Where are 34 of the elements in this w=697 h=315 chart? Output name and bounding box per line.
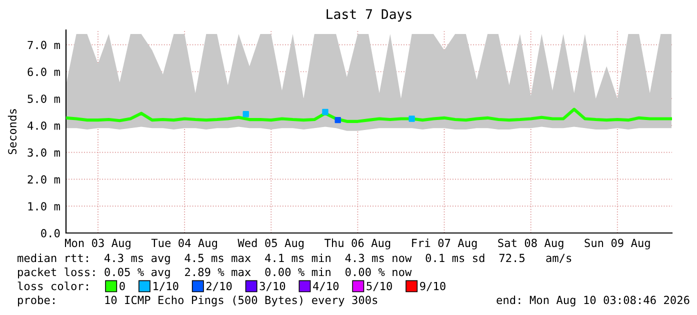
legend-label: 5/10 [366, 282, 392, 292]
legend-title: loss color: [18, 282, 88, 290]
line-series [66, 108, 672, 123]
legend-label: 2/10 [206, 282, 232, 292]
point [242, 111, 249, 118]
y-tick-label: 1.0 m [28, 202, 60, 211]
x-tick-label: Thu 06 Aug [324, 238, 390, 250]
y-tick-label: 6.0 m [28, 68, 60, 76]
legend-label: 0 [120, 282, 125, 290]
legend-label: 3/10 [260, 282, 286, 292]
x-tick-label: Tue 04 Aug [151, 238, 217, 250]
point [408, 116, 415, 122]
text: end: Mon Aug 10 03:08:46 2026 [496, 296, 690, 306]
x-tick-label: Wed 05 Aug [238, 238, 304, 250]
y-axis-title: Seconds [8, 109, 17, 154]
y-tick-label: 3.0 m [28, 148, 60, 157]
y-tick-label: 7.0 m [28, 40, 60, 50]
point [322, 108, 328, 116]
x-tick-label: Sat 08 Aug [498, 238, 564, 250]
y-tick-label: 2.0 m [28, 175, 60, 184]
y-tick-label: 5.0 m [28, 94, 60, 103]
x-tick-label: Mon 03 Aug [65, 238, 130, 250]
point [334, 116, 341, 124]
x-tick-label: Sun 09 Aug [584, 238, 650, 250]
y-tick-label: 0.0 [41, 229, 60, 238]
y-tick-label: 4.0 m [28, 121, 60, 130]
text: median rtt: 4.3 ms avg 4.5 ms max 4.1 ms min 4.3 ms now 0.1 ms sd 72.5 am/s [18, 254, 572, 264]
legend-label: 1/10 [154, 282, 178, 292]
text: probe: 10 ICMP Echo Pings (500 Bytes) every 300s [18, 296, 378, 306]
text: packet loss: 0.05 % avg 2.89 % max 0.00 % min 0.00 % now [18, 268, 412, 278]
chart-title: Last 7 Days [326, 9, 412, 22]
legend-label: 4/10 [313, 282, 339, 292]
legend-label: 9/10 [420, 282, 446, 292]
x-tick-label: Fri 07 Aug [412, 238, 477, 250]
